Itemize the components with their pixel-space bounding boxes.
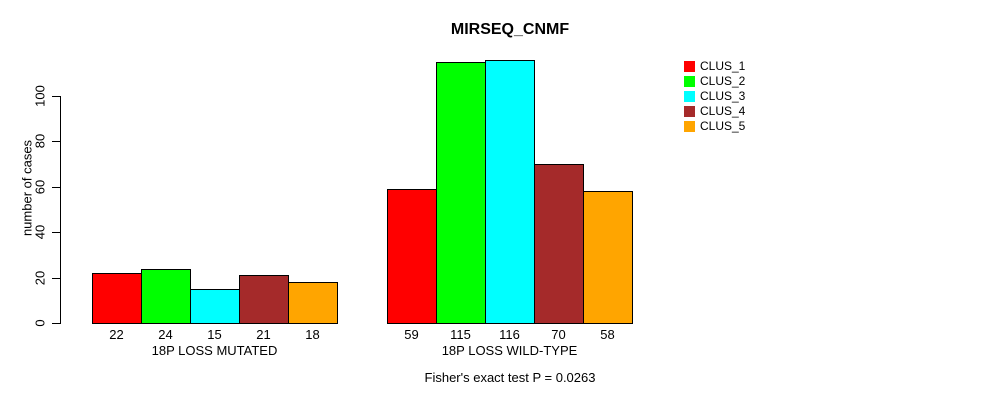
bar-value-label: 22: [109, 327, 124, 342]
bar: [239, 275, 289, 324]
y-axis-tick: [52, 96, 60, 97]
y-axis-tick-label: 0: [32, 319, 48, 327]
y-axis-tick-label: 80: [32, 133, 48, 149]
y-axis-tick: [52, 187, 60, 188]
y-axis-tick: [52, 323, 60, 324]
bar-value-label: 58: [600, 327, 615, 342]
bar-value-label: 115: [450, 327, 471, 342]
bar-value-label: 18: [305, 327, 320, 342]
bar-value-label: 24: [158, 327, 173, 342]
bar-value-label: 15: [207, 327, 222, 342]
caption: Fisher's exact test P = 0.0263: [424, 370, 596, 385]
bar-value-label: 116: [499, 327, 520, 342]
bar-value-label: 70: [551, 327, 566, 342]
y-axis-line: [60, 96, 61, 324]
bar: [92, 273, 142, 324]
y-axis-tick: [52, 278, 60, 279]
y-axis-tick: [52, 232, 60, 233]
y-axis-tick-label: 20: [32, 270, 48, 286]
bar: [190, 289, 240, 324]
bar: [534, 164, 584, 324]
y-axis-tick-label: 60: [32, 179, 48, 195]
bar: [485, 60, 535, 324]
group-label: 18P LOSS WILD-TYPE: [441, 343, 578, 358]
bar: [288, 282, 338, 324]
bar: [583, 191, 633, 324]
bar-value-label: 59: [404, 327, 419, 342]
bar: [436, 62, 486, 324]
chart-title: MIRSEQ_CNMF: [450, 21, 570, 38]
bar: [387, 189, 437, 324]
group-label: 18P LOSS MUTATED: [151, 343, 278, 358]
y-axis-tick-label: 40: [32, 224, 48, 240]
bar: [141, 269, 191, 324]
y-axis-tick-label: 100: [32, 85, 48, 107]
bar-value-label: 21: [256, 327, 271, 342]
y-axis-tick: [52, 141, 60, 142]
